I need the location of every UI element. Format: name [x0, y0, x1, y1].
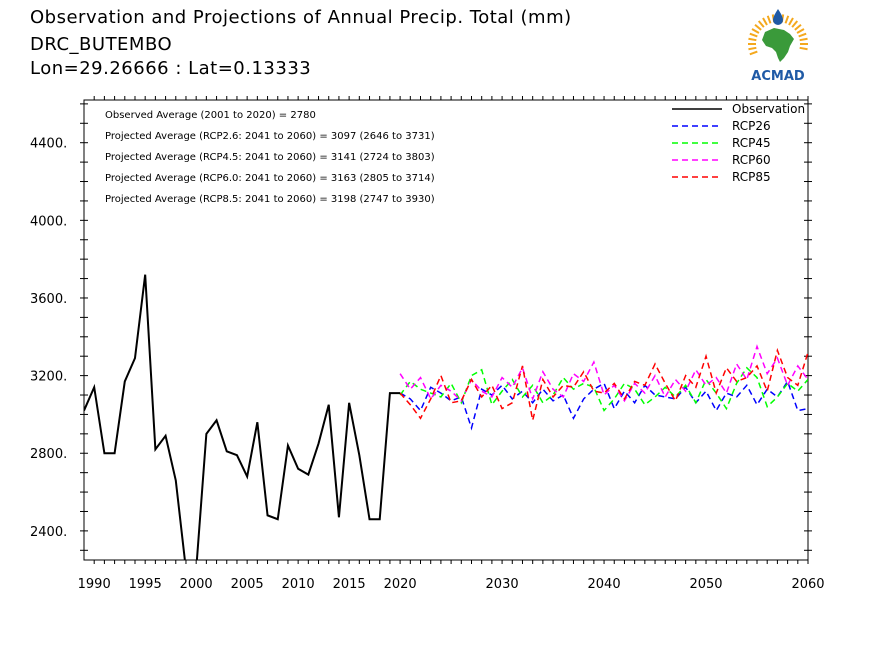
logo-ray: [796, 28, 805, 34]
logo-ray: [749, 50, 758, 56]
y-tick-label: 2800.: [30, 447, 67, 462]
x-tick-label: 2010: [282, 577, 315, 592]
y-tick-label: 4400.: [30, 137, 67, 152]
x-tick-label: 2015: [333, 577, 366, 592]
x-tick-label: 2020: [384, 577, 417, 592]
logo-water-drop: [773, 9, 783, 25]
logo-ray: [799, 46, 808, 51]
legend: Observation RCP26 RCP45 RCP60 RCP85: [672, 102, 805, 184]
y-axis: 2400. 2800. 3200. 3600. 4000. 4400.: [30, 103, 812, 551]
logo-ray: [757, 20, 765, 28]
y-tick-label: 2400.: [30, 525, 67, 540]
y-tick-label: 3200.: [30, 370, 67, 385]
legend-label-rcp45: RCP45: [732, 136, 771, 150]
station-name: DRC_BUTEMBO: [30, 34, 173, 55]
legend-label-observation: Observation: [732, 102, 805, 116]
y-tick-label: 3600.: [30, 292, 67, 307]
series-line-observation: [84, 274, 401, 560]
logo-ray: [784, 15, 790, 24]
series-line-rcp85: [399, 347, 808, 421]
logo-ray: [799, 37, 808, 42]
logo-ray: [788, 17, 794, 26]
annotation-line: Projected Average (RCP6.0: 2041 to 2060)…: [105, 173, 435, 184]
x-tick-label: 2030: [486, 577, 519, 592]
legend-label-rcp26: RCP26: [732, 119, 771, 133]
series-line-rcp60: [399, 344, 808, 403]
legend-label-rcp60: RCP60: [732, 153, 771, 167]
chart-title: Observation and Projections of Annual Pr…: [30, 7, 572, 28]
logo-ray: [748, 37, 757, 42]
logo-africa-shape: [762, 28, 794, 62]
plot-frame: [83, 99, 809, 561]
annotation-line: Projected Average (RCP2.6: 2041 to 2060)…: [105, 131, 435, 142]
series-line-rcp45: [399, 366, 808, 412]
logo-ray: [754, 23, 762, 31]
x-tick-label: 2005: [231, 577, 264, 592]
logo-ray: [749, 32, 758, 38]
x-tick-label: 2060: [791, 577, 824, 592]
x-tick-label: 1990: [78, 577, 111, 592]
acmad-logo: ACMAD: [748, 9, 808, 84]
legend-label-rcp85: RCP85: [732, 170, 771, 184]
x-tick-label: 2050: [689, 577, 722, 592]
series-layer: [84, 274, 808, 560]
annotations: Observed Average (2001 to 2020) = 2780 Pr…: [105, 110, 435, 205]
logo-ray: [798, 32, 807, 38]
y-tick-label: 4000.: [30, 214, 67, 229]
logo-ray: [791, 20, 799, 28]
annotation-line: Projected Average (RCP8.5: 2041 to 2060)…: [105, 194, 435, 205]
logo-ray: [748, 46, 757, 51]
series-line-rcp26: [399, 379, 808, 431]
x-tick-label: 2040: [588, 577, 621, 592]
logo-ray: [766, 15, 772, 24]
logo-ray: [762, 17, 768, 26]
annotation-line: Projected Average (RCP4.5: 2041 to 2060)…: [105, 152, 435, 163]
logo-ray: [794, 23, 802, 31]
logo-text: ACMAD: [751, 69, 805, 84]
logo-ray: [751, 28, 760, 34]
x-axis: 1990 1995 2000 2005 2010 2015 2020 2030 2040 2050…: [78, 96, 825, 592]
x-tick-label: 2000: [180, 577, 213, 592]
x-tick-label: 1995: [129, 577, 162, 592]
station-coordinates: Lon=29.26666 : Lat=0.13333: [30, 58, 312, 79]
annotation-line: Observed Average (2001 to 2020) = 2780: [105, 110, 316, 121]
